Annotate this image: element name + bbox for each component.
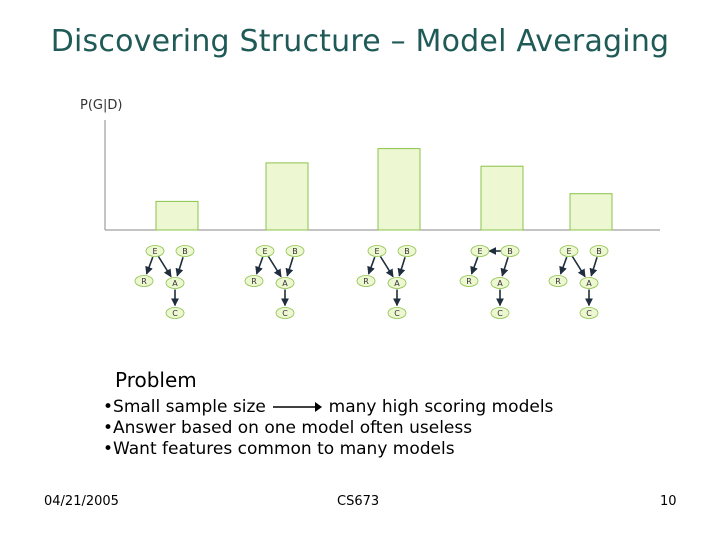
bullet-item: •Small sample size many high scoring mod…	[103, 397, 553, 418]
edge-E-R	[145, 256, 154, 275]
node-label: B	[596, 247, 602, 256]
node-label: C	[497, 309, 503, 318]
bullet-item: •Answer based on one model often useless	[103, 418, 553, 439]
bullet-text: •Answer based on one model often useless	[103, 418, 473, 438]
node-label: C	[172, 309, 178, 318]
node-label: E	[477, 247, 482, 256]
footer-date: 04/21/2005	[44, 494, 119, 509]
bar-G5	[569, 193, 613, 231]
node-E	[255, 245, 275, 257]
node-A	[387, 277, 407, 289]
node-E	[367, 245, 387, 257]
node-R	[459, 275, 479, 287]
node-A	[275, 277, 295, 289]
network-3: E B R A C	[356, 245, 417, 319]
node-C	[490, 307, 510, 319]
node-label: R	[251, 277, 257, 286]
node-label: A	[394, 279, 400, 288]
problem-heading: Problem	[115, 368, 197, 392]
node-label: E	[566, 247, 571, 256]
bullet-text: •Want features common to many models	[103, 439, 455, 459]
edge-E-A	[571, 256, 586, 278]
node-label: B	[507, 247, 513, 256]
edge-E-A	[379, 256, 394, 278]
node-label: B	[404, 247, 410, 256]
edge-E-R	[255, 256, 264, 275]
node-label: A	[586, 279, 592, 288]
node-B	[285, 245, 305, 257]
network-2: E B R A C	[244, 245, 305, 319]
network-1: E B R A C	[134, 245, 195, 319]
bar-G3	[377, 148, 421, 231]
node-A	[490, 277, 510, 289]
edge-E-A	[267, 256, 282, 278]
node-B	[175, 245, 195, 257]
node-label: C	[394, 309, 400, 318]
edge-E-A	[157, 256, 172, 278]
network-4: E B R A C	[459, 245, 520, 319]
node-B	[589, 245, 609, 257]
bullet-text: many high scoring models	[328, 397, 554, 417]
edge-B-A	[175, 256, 184, 277]
node-label: R	[363, 277, 369, 286]
edge-B-A	[589, 256, 598, 277]
node-C	[165, 307, 185, 319]
node-A	[579, 277, 599, 289]
bar-G1	[155, 200, 199, 231]
page-number: 10	[660, 494, 677, 509]
node-label: A	[172, 279, 178, 288]
node-R	[134, 275, 154, 287]
y-axis-label: P(G|D)	[80, 98, 123, 113]
node-label: E	[262, 247, 267, 256]
node-label: B	[182, 247, 188, 256]
node-A	[165, 277, 185, 289]
node-B	[397, 245, 417, 257]
node-label: C	[586, 309, 592, 318]
implies-arrow-icon	[271, 397, 323, 418]
node-C	[579, 307, 599, 319]
edge-B-A	[500, 256, 509, 277]
slide-title: Discovering Structure – Model Averaging	[50, 24, 670, 59]
bullet-text: •Small sample size	[103, 397, 266, 417]
bar-G4	[480, 165, 524, 231]
network-5: E B R A C	[548, 245, 609, 319]
edge-B-A	[285, 256, 294, 277]
edge-E-R	[367, 256, 376, 275]
node-label: R	[555, 277, 561, 286]
edge-E-R	[470, 256, 479, 275]
node-label: R	[141, 277, 147, 286]
node-label: R	[466, 277, 472, 286]
node-label: A	[282, 279, 288, 288]
node-C	[387, 307, 407, 319]
node-R	[548, 275, 568, 287]
node-E	[559, 245, 579, 257]
node-E	[145, 245, 165, 257]
node-B	[500, 245, 520, 257]
node-R	[244, 275, 264, 287]
bullet-item: •Want features common to many models	[103, 439, 553, 460]
node-label: E	[152, 247, 157, 256]
bar-G2	[265, 162, 309, 231]
footer-course: CS673	[337, 494, 380, 509]
node-label: C	[282, 309, 288, 318]
node-label: B	[292, 247, 298, 256]
edge-B-A	[397, 256, 406, 277]
node-R	[356, 275, 376, 287]
bullet-list: •Small sample size many high scoring mod…	[103, 397, 553, 460]
node-C	[275, 307, 295, 319]
node-label: E	[374, 247, 379, 256]
edge-E-R	[559, 256, 568, 275]
node-E	[470, 245, 490, 257]
node-label: A	[497, 279, 503, 288]
